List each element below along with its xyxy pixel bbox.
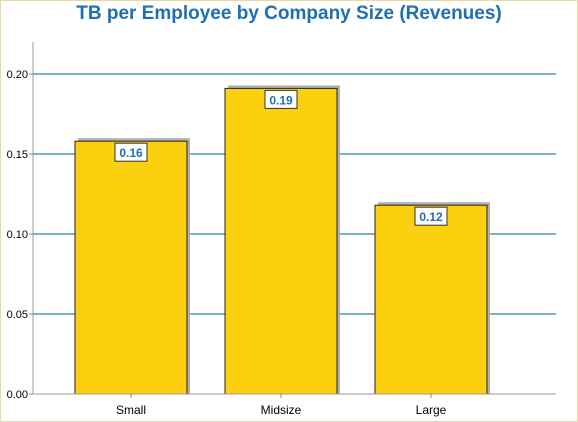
bar-small <box>74 140 188 395</box>
x-category-label: Large <box>416 403 447 417</box>
data-label-box <box>414 206 448 226</box>
chart-title: TB per Employee by Company Size (Revenue… <box>76 3 502 24</box>
y-tick-label: 0.15 <box>7 149 28 161</box>
data-labels: 0.16 0.19 0.12 <box>114 89 448 226</box>
data-label: 0.16 <box>119 146 143 160</box>
axes: 0.00 0.05 0.10 0.15 0.20 Small Midsize Large <box>7 42 556 417</box>
x-category-label: Small <box>116 403 146 417</box>
y-tick-label: 0.05 <box>7 309 28 321</box>
data-label: 0.12 <box>419 210 443 224</box>
bars <box>74 85 490 395</box>
y-tick-label: 0.10 <box>7 229 28 241</box>
data-label-box <box>264 89 298 109</box>
data-label-box <box>114 142 148 162</box>
y-tick-label: 0.00 <box>7 389 28 401</box>
y-tick-label: 0.20 <box>7 69 28 81</box>
bar-large <box>374 204 488 395</box>
x-category-label: Midsize <box>261 403 302 417</box>
data-label: 0.19 <box>269 93 293 107</box>
bar-midsize <box>224 87 338 395</box>
